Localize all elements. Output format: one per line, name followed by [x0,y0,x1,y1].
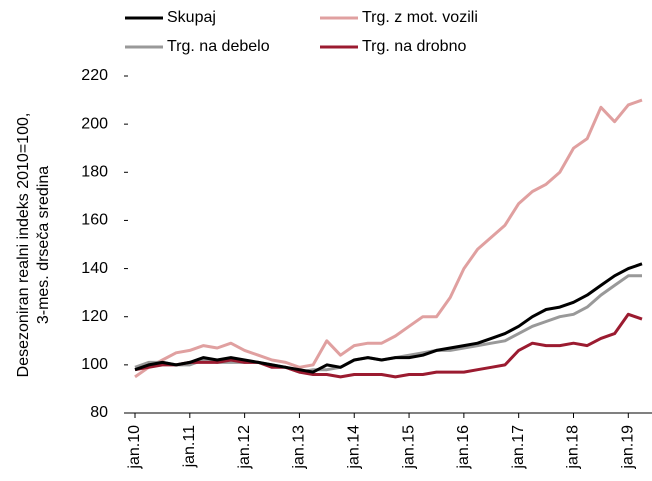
y-tick-label: 200 [81,115,108,132]
line [134,262,643,374]
y-tick-label: 140 [81,260,108,277]
x-tick-label: jan.12 [236,425,253,470]
x-tick-label: jan.19 [620,425,637,470]
y-tick-label: 100 [81,356,108,373]
x-tick-label: jan.13 [291,425,308,470]
legend-label: Trg. z mot. vozili [362,9,478,26]
y-axis-title-line: 3-mes. drseča sredina [35,166,52,324]
x-tick-label: jan.17 [510,425,527,470]
x-tick-label: jan.11 [181,425,198,469]
legend-label: Trg. na debelo [167,38,270,55]
y-tick-label: 180 [81,164,108,181]
x-tick-label: jan.18 [565,425,582,470]
y-tick-label: 220 [81,67,108,84]
legend-label: Skupaj [167,9,216,26]
y-tick-label: 80 [90,404,108,421]
x-tick-label: jan.16 [455,425,472,470]
y-axis-title: Desezoniran realni indeks 2010=100, 3-me… [15,113,52,378]
y-tick-label: 120 [81,308,108,325]
y-axis-title-line: Desezoniran realni indeks 2010=100, [15,113,32,378]
x-tick-label: jan.14 [345,425,362,470]
x-tick-label: jan.10 [126,425,143,470]
legend-label: Trg. na drobno [362,38,466,55]
line [134,312,643,379]
y-tick-label: 160 [81,212,108,229]
x-tick-label: jan.15 [400,425,417,470]
line [134,98,643,379]
